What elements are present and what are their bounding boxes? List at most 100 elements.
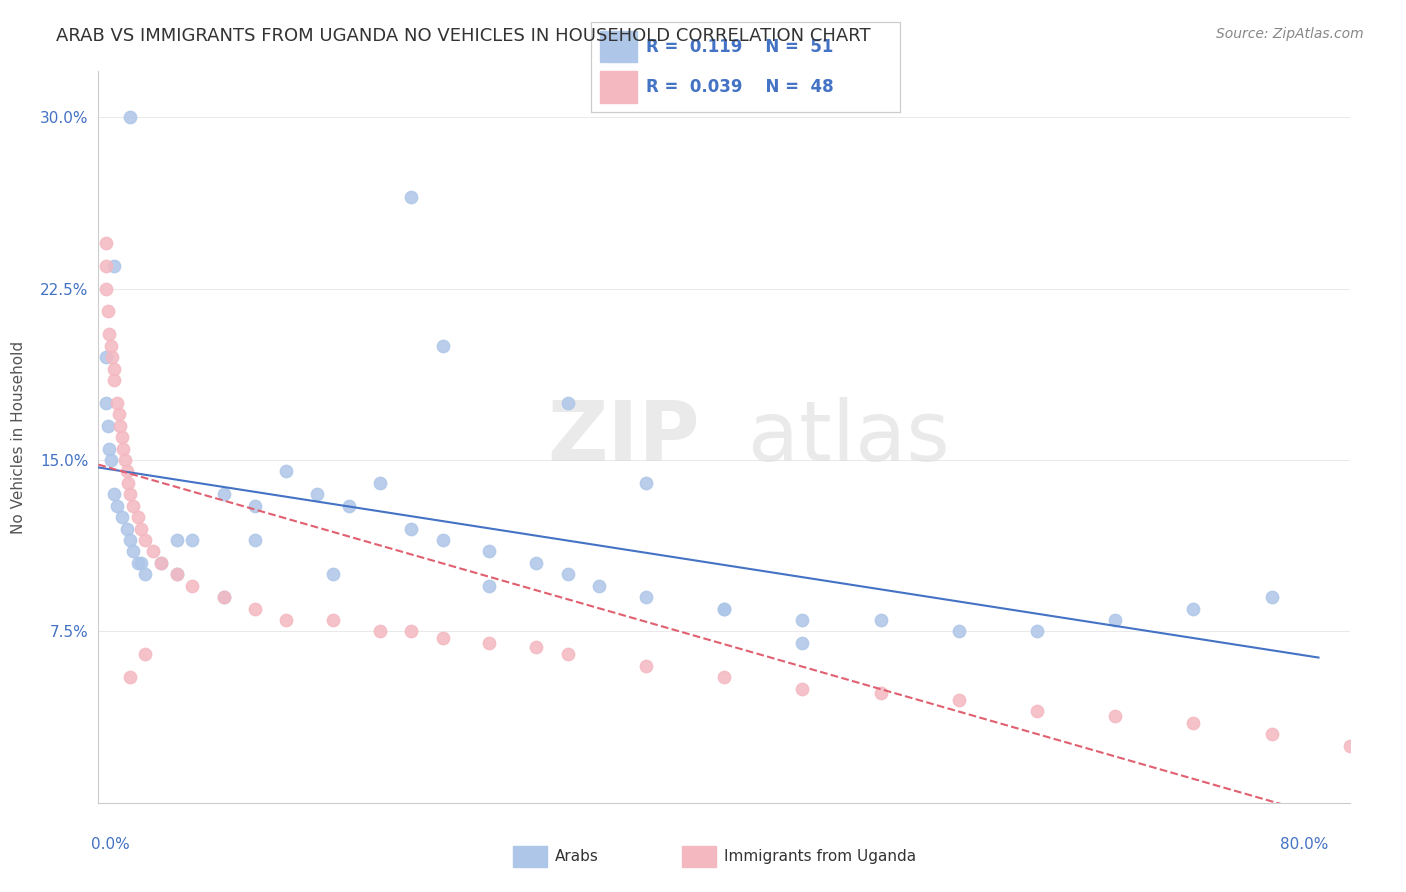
Point bbox=[110, 418, 132, 433]
Point bbox=[111, 510, 134, 524]
Text: Source: ZipAtlas.com: Source: ZipAtlas.com bbox=[1216, 27, 1364, 41]
Point bbox=[588, 579, 610, 593]
Point bbox=[117, 475, 139, 490]
Point bbox=[478, 544, 501, 558]
Y-axis label: No Vehicles in Household: No Vehicles in Household bbox=[11, 341, 27, 533]
Point bbox=[212, 590, 235, 604]
Point bbox=[274, 613, 298, 627]
Point bbox=[478, 579, 501, 593]
Point bbox=[401, 190, 423, 204]
Point bbox=[114, 453, 136, 467]
Point bbox=[97, 304, 120, 318]
Point bbox=[713, 670, 735, 684]
Point bbox=[1182, 715, 1205, 730]
Point bbox=[869, 686, 891, 700]
Point bbox=[557, 567, 579, 582]
Point bbox=[948, 693, 970, 707]
Point bbox=[96, 259, 118, 273]
Point bbox=[127, 510, 149, 524]
Point bbox=[150, 556, 173, 570]
Point bbox=[98, 327, 121, 342]
Point bbox=[792, 681, 814, 696]
Point bbox=[134, 647, 156, 661]
Point bbox=[634, 475, 657, 490]
Point bbox=[212, 487, 235, 501]
Point bbox=[1104, 613, 1126, 627]
Point bbox=[98, 442, 121, 456]
Point bbox=[274, 464, 298, 478]
Point bbox=[134, 533, 156, 547]
Point bbox=[1026, 624, 1049, 639]
Bar bbox=[682, 846, 716, 867]
Point bbox=[129, 521, 152, 535]
Point bbox=[401, 521, 423, 535]
Text: ZIP: ZIP bbox=[548, 397, 700, 477]
Point bbox=[97, 418, 120, 433]
Point bbox=[368, 624, 391, 639]
Point bbox=[792, 636, 814, 650]
Point bbox=[307, 487, 329, 501]
Point bbox=[115, 464, 138, 478]
Point bbox=[869, 613, 891, 627]
Point bbox=[557, 647, 579, 661]
Point bbox=[127, 556, 149, 570]
Point bbox=[121, 499, 143, 513]
Point bbox=[96, 281, 118, 295]
Point bbox=[1182, 601, 1205, 615]
Point bbox=[101, 350, 124, 364]
Point bbox=[103, 373, 125, 387]
Point bbox=[118, 110, 141, 124]
Point bbox=[526, 640, 548, 655]
Point bbox=[1026, 705, 1049, 719]
Point bbox=[129, 556, 152, 570]
Point bbox=[142, 544, 165, 558]
Point bbox=[118, 533, 141, 547]
Point bbox=[103, 361, 125, 376]
Point bbox=[118, 487, 141, 501]
Text: Immigrants from Uganda: Immigrants from Uganda bbox=[724, 849, 917, 863]
Point bbox=[112, 442, 135, 456]
Point bbox=[134, 567, 156, 582]
Point bbox=[1339, 739, 1361, 753]
Point bbox=[166, 567, 188, 582]
Point bbox=[337, 499, 360, 513]
Point bbox=[432, 338, 454, 352]
Text: 0.0%: 0.0% bbox=[91, 837, 131, 852]
Point bbox=[150, 556, 173, 570]
Point bbox=[322, 613, 344, 627]
Point bbox=[181, 579, 204, 593]
Point bbox=[96, 235, 118, 250]
Point bbox=[111, 430, 134, 444]
Point bbox=[181, 533, 204, 547]
Point bbox=[401, 624, 423, 639]
Point bbox=[713, 601, 735, 615]
Point bbox=[1260, 727, 1282, 741]
Point bbox=[243, 601, 266, 615]
Bar bbox=[513, 846, 547, 867]
Point bbox=[526, 556, 548, 570]
Point bbox=[432, 533, 454, 547]
Text: 80.0%: 80.0% bbox=[1281, 837, 1329, 852]
Point bbox=[557, 396, 579, 410]
Point bbox=[103, 487, 125, 501]
Point bbox=[118, 670, 141, 684]
Point bbox=[634, 590, 657, 604]
Point bbox=[121, 544, 143, 558]
Point bbox=[100, 453, 122, 467]
Point bbox=[107, 407, 129, 421]
Point bbox=[115, 521, 138, 535]
Point bbox=[243, 533, 266, 547]
Text: R =  0.119    N =  51: R = 0.119 N = 51 bbox=[647, 38, 834, 56]
Point bbox=[713, 601, 735, 615]
Point bbox=[1104, 709, 1126, 723]
Text: atlas: atlas bbox=[748, 397, 950, 477]
Point bbox=[368, 475, 391, 490]
Point bbox=[105, 396, 128, 410]
Point bbox=[432, 632, 454, 646]
Point bbox=[96, 396, 118, 410]
Point bbox=[1260, 590, 1282, 604]
Text: Arabs: Arabs bbox=[555, 849, 599, 863]
Point bbox=[478, 636, 501, 650]
Point bbox=[103, 259, 125, 273]
Point bbox=[243, 499, 266, 513]
